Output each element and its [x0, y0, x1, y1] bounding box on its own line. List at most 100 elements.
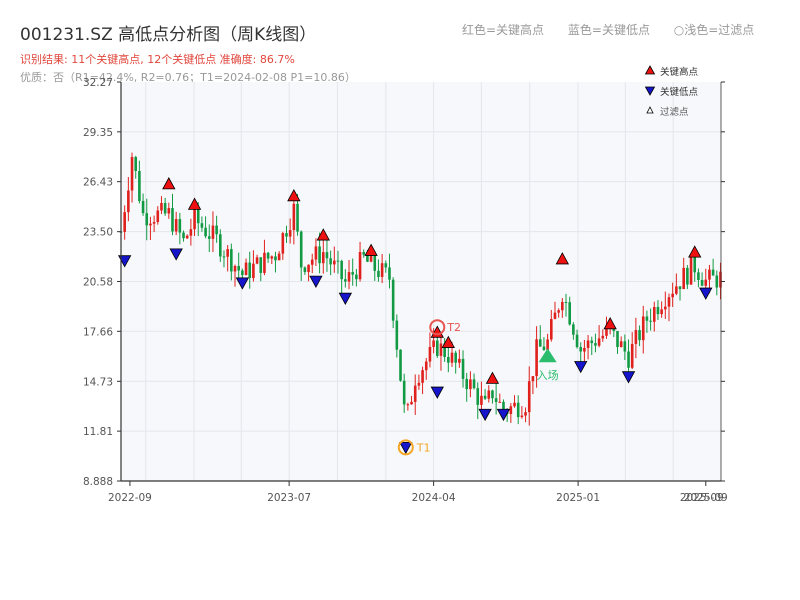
candle-body	[333, 260, 336, 265]
candle-body	[299, 231, 303, 268]
candle-body	[542, 346, 546, 350]
candle-body	[594, 343, 597, 346]
key-low-marker	[309, 275, 323, 288]
x-tick-label: 2025-01	[556, 492, 600, 504]
candle-body	[483, 395, 487, 399]
candle-body	[399, 349, 402, 381]
candle-body	[303, 267, 307, 273]
candle-body	[616, 330, 619, 348]
candle-body	[708, 269, 711, 280]
key-low-marker	[496, 408, 511, 422]
candle-body	[277, 253, 281, 261]
candle-body	[509, 406, 513, 414]
x-tick-label-overlap: 2025-09	[680, 492, 724, 504]
candle-body	[491, 390, 494, 399]
candle-body	[248, 262, 252, 279]
candle-body	[325, 252, 329, 259]
x-tick-label: 2022-09	[108, 492, 152, 504]
candle-body	[494, 398, 498, 402]
candle-body	[601, 335, 605, 339]
x-tick-label: 2023-07	[267, 492, 311, 504]
candle-body	[435, 340, 439, 356]
candle-body	[546, 339, 549, 350]
candle-body	[226, 249, 229, 257]
candle-body	[458, 358, 461, 363]
key-high-marker	[688, 245, 702, 258]
candle-body	[652, 306, 656, 322]
candle-body	[719, 271, 722, 288]
key-high-marker	[287, 188, 301, 202]
quality-summary: 优质：否（R1=42.4%, R2=0.76；T1=2024-02-08 P1=…	[20, 71, 356, 84]
header-legend-low: 蓝色=关键低点	[567, 23, 650, 37]
candle-body	[296, 203, 299, 232]
candle-body	[270, 256, 274, 259]
legend-high-icon	[644, 65, 656, 75]
candle-body	[384, 263, 388, 268]
candle-body	[233, 265, 237, 272]
axes: 8.888 11.81 14.73 17.66 20.58 23.50 26.43 29.35…	[83, 77, 728, 504]
candle-body	[413, 385, 417, 402]
candle-body	[141, 201, 145, 214]
candle-body	[391, 279, 395, 321]
candle-body	[656, 306, 660, 315]
candle-body	[362, 252, 366, 255]
candle-body	[564, 301, 568, 303]
t2-label: T2	[446, 321, 461, 334]
candle-body	[715, 275, 719, 288]
candle-body	[123, 212, 126, 232]
candle-body	[178, 219, 182, 233]
candle-body	[358, 252, 362, 280]
key-high-marker	[485, 371, 500, 384]
candle-body	[461, 358, 465, 379]
legend-low-label: 关键低点	[660, 86, 699, 98]
candle-body	[711, 269, 715, 276]
candle-body	[561, 301, 564, 311]
key-high-marker	[555, 252, 570, 265]
candle-body	[163, 202, 167, 214]
key-low-marker	[478, 408, 492, 422]
candle-body	[649, 320, 652, 322]
candle-body	[406, 404, 410, 406]
candle-body	[263, 252, 266, 273]
key-high-marker	[162, 177, 176, 190]
chart-title: 001231.SZ 高低点分析图（周K线图）	[20, 25, 317, 45]
key-low-marker	[235, 277, 250, 290]
candle-body	[373, 254, 377, 271]
candle-body	[189, 229, 193, 236]
candle-body	[171, 208, 174, 232]
key-high-marker	[364, 243, 378, 256]
candle-body	[314, 246, 318, 260]
candle-body	[310, 259, 314, 265]
candle-body	[329, 258, 332, 265]
x-tick-label: 2024-04	[412, 492, 456, 504]
candle-body	[281, 233, 285, 254]
candle-body	[443, 343, 446, 358]
y-tick-label: 8.888	[83, 476, 113, 488]
header-color-legend: 红色=关键高点 蓝色=关键低点 ○浅色=过滤点	[462, 21, 754, 38]
candle-body	[432, 340, 435, 347]
t1-circle	[397, 439, 414, 456]
candle-body	[138, 171, 141, 202]
candle-body	[568, 302, 571, 325]
candle-body	[230, 249, 233, 272]
candle-body	[704, 279, 708, 286]
candle-body	[583, 347, 586, 352]
candle-body	[410, 401, 413, 405]
candle-body	[520, 415, 524, 418]
candle-body	[145, 213, 149, 226]
plot-legend: 关键高点 关键低点 过滤点	[644, 65, 699, 118]
candle-body	[487, 390, 491, 399]
candle-body	[402, 380, 406, 405]
candle-body	[215, 225, 218, 235]
candle-body	[664, 306, 667, 310]
candle-body	[185, 235, 189, 239]
candle-body	[675, 286, 678, 294]
candle-body	[700, 280, 704, 286]
candle-body	[318, 246, 321, 264]
key-low-marker	[699, 287, 713, 300]
candle-body	[417, 382, 421, 386]
candle-body	[421, 370, 424, 383]
candle-body	[377, 270, 380, 277]
candle-body	[336, 260, 340, 262]
